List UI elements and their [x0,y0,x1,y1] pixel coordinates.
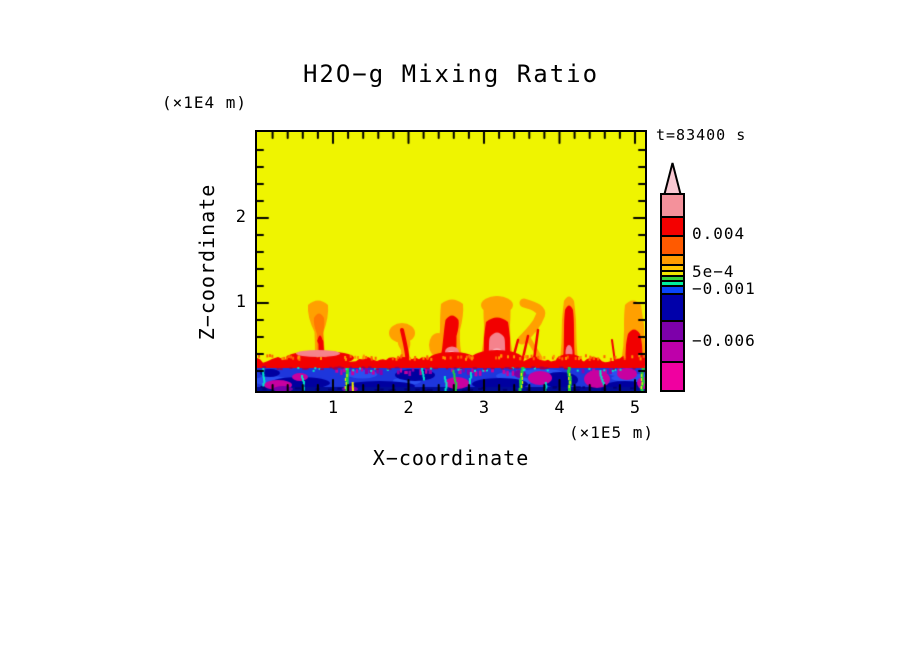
x-axis-unit-label: (×1E5 m) [568,423,654,442]
colorbar-label: 5e−4 [692,262,735,281]
colorbar-label: −0.001 [692,278,756,298]
x-axis-title: X−coordinate [372,446,530,470]
colorbar [660,162,685,392]
colorbar-label: −0.006 [692,330,756,350]
colorbar-segment [660,235,685,256]
x-tick-label: 5 [629,398,641,418]
colorbar-segment [660,254,685,266]
page-title: H2O−g Mixing Ratio [302,60,600,88]
colorbar-tip-icon [663,162,682,195]
x-tick-label: 1 [327,398,339,418]
y-tick-label: 1 [235,292,246,312]
x-tick-label: 3 [478,398,490,418]
colorbar-segment [660,361,685,392]
y-axis-unit-label: (×1E4 m) [162,93,248,112]
colorbar-label: 0.004 [692,223,746,243]
x-tick-label: 4 [554,398,565,418]
colorbar-segment [660,193,685,218]
heatmap-canvas [257,132,645,391]
plot-frame [255,130,647,393]
colorbar-segment [660,285,685,295]
colorbar-segment [660,293,685,322]
y-tick-label: 2 [235,207,246,227]
x-tick-label: 2 [403,398,414,418]
colorbar-segment [660,320,685,342]
colorbar-segment [660,340,685,363]
colorbar-segment [660,216,685,237]
time-annotation: t=83400 s [656,126,747,144]
